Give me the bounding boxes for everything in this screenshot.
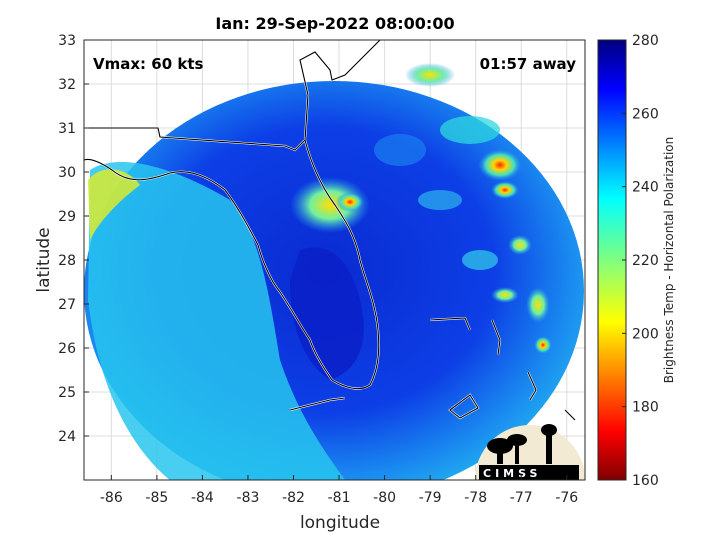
storm-core-outer	[290, 177, 370, 233]
rainband-10	[374, 134, 426, 166]
x-tick-label: -80	[373, 490, 396, 506]
logo-tower-top	[541, 424, 557, 436]
y-tick-label: 29	[58, 209, 76, 225]
y-tick-label: 24	[58, 429, 76, 445]
colorbar-tick-label: 200	[632, 326, 659, 342]
colorbar-tick-label: 240	[632, 180, 659, 196]
colorbar-label: Brightness Temp - Horizontal Polarizatio…	[662, 137, 676, 384]
x-tick-label: -79	[419, 490, 442, 506]
y-axis-label: latitude	[34, 227, 54, 292]
x-tick-label: -84	[191, 490, 214, 506]
time-offset-annotation: 01:57 away	[480, 55, 577, 73]
cimss-logo: CIMSS	[475, 424, 585, 480]
x-tick-label: -81	[328, 490, 351, 506]
colorbar-tick-label: 180	[632, 400, 659, 416]
y-tick-label: 25	[58, 385, 76, 401]
y-tick-label: 27	[58, 297, 76, 313]
coastlines-inner	[84, 40, 576, 421]
colorbar-tick-label: 280	[632, 33, 659, 49]
y-axis-ticks: 24 25 26 27 28 29 30 31 32 33	[58, 33, 89, 445]
y-tick-label: 33	[58, 33, 76, 49]
swath-image	[84, 63, 584, 480]
y-tick-label: 26	[58, 341, 76, 357]
x-tick-label: -86	[100, 490, 123, 506]
colorbar	[597, 39, 627, 481]
colorbar-tick-label: 220	[632, 253, 659, 269]
x-tick-label: -77	[510, 490, 533, 506]
colorbar-ticks: 160 180 200 220 240 260 280	[622, 33, 659, 489]
rainband-6	[491, 287, 519, 303]
x-tick-label: -82	[282, 490, 305, 506]
rainband-4	[526, 287, 550, 323]
y-tick-label: 32	[58, 77, 76, 93]
logo-tower	[546, 434, 552, 464]
vmax-annotation: Vmax: 60 kts	[93, 55, 203, 73]
storm-core	[336, 192, 364, 212]
colorbar-tick-label: 260	[632, 106, 659, 122]
logo-banner	[479, 465, 579, 480]
y-tick-label: 30	[58, 165, 76, 181]
x-tick-label: -78	[464, 490, 487, 506]
rainband-north	[405, 63, 455, 87]
swath-warm-edge	[88, 169, 140, 240]
rainband-7	[440, 116, 500, 144]
x-tick-label: -85	[145, 490, 168, 506]
swath-peninsula	[290, 247, 364, 380]
chart-title: Ian: 29-Sep-2022 08:00:00	[215, 14, 454, 33]
colorbar-tick-label: 160	[632, 473, 659, 489]
rainband-8	[462, 250, 498, 270]
rainband-3	[508, 235, 532, 255]
swath-west-region	[88, 162, 346, 480]
rainband-hot-1	[478, 149, 522, 181]
x-tick-label: -76	[555, 490, 578, 506]
rainband-9	[418, 190, 462, 210]
rainband-hot-2	[491, 181, 519, 199]
x-tick-label: -83	[237, 490, 260, 506]
x-axis-label: longitude	[300, 513, 380, 533]
x-axis-ticks: -86 -85 -84 -83 -82 -81 -80 -79 -78 -77 -76	[100, 475, 578, 506]
rainband-5	[534, 336, 552, 354]
y-tick-label: 31	[58, 121, 76, 137]
y-tick-label: 28	[58, 253, 76, 269]
logo-text: CIMSS	[483, 467, 541, 480]
